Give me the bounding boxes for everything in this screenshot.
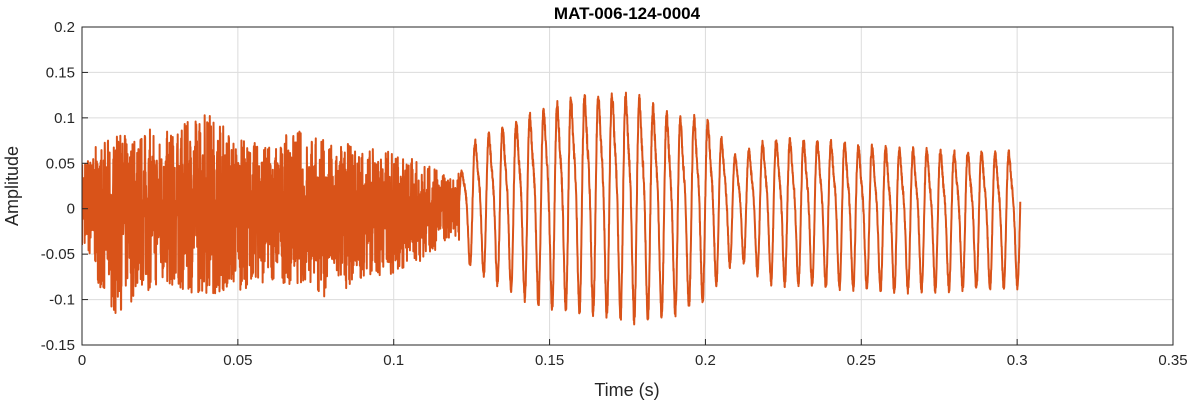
x-tick-label: 0.1: [383, 352, 404, 369]
chart-title: MAT-006-124-0004: [554, 4, 701, 23]
y-axis-title: Amplitude: [2, 146, 22, 226]
y-tick-label: 0.2: [54, 19, 75, 36]
x-axis-ticks: 0 0.05 0.1 0.15 0.2 0.25 0.3 0.35: [78, 339, 1188, 369]
x-tick-label: 0.25: [847, 352, 876, 369]
waveform-series: [82, 91, 1022, 326]
y-tick-label: 0.05: [46, 155, 75, 172]
y-tick-label: 0.15: [46, 64, 75, 81]
x-tick-label: 0.35: [1158, 352, 1187, 369]
x-tick-label: 0.15: [535, 352, 564, 369]
plot-frame: [81, 26, 1174, 346]
x-axis-title: Time (s): [594, 380, 659, 400]
x-tick-label: 0.3: [1007, 352, 1028, 369]
y-tick-label: 0: [67, 201, 75, 218]
y-axis-ticks: -0.15 -0.1 -0.05 0 0.05 0.1 0.15 0.2: [41, 19, 88, 354]
x-tick-label: 0.2: [695, 352, 716, 369]
y-tick-label: -0.15: [41, 337, 75, 354]
x-tick-label: 0.05: [223, 352, 252, 369]
y-tick-label: -0.05: [41, 246, 75, 263]
y-tick-label: -0.1: [49, 292, 75, 309]
y-tick-label: 0.1: [54, 110, 75, 127]
waveform-line: [82, 91, 1022, 326]
x-tick-label: 0: [78, 352, 86, 369]
